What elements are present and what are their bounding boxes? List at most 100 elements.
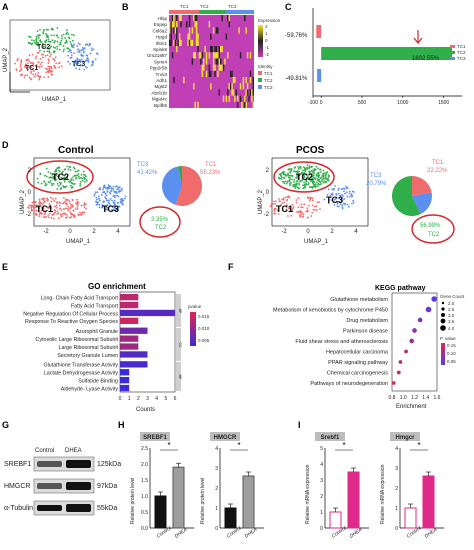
panel-a-ylabel: UMAP_2 [3, 47, 9, 72]
heatmap-cell [219, 58, 220, 64]
heatmap-cell [189, 21, 190, 27]
pcos-point-tc1 [311, 212, 313, 214]
panel-i-letter: I [298, 420, 301, 430]
kegg-xlabel: Enrichment [396, 404, 427, 410]
control-point-tc2 [47, 171, 49, 173]
heatmap-cell [220, 46, 221, 52]
umap-point-tc1 [40, 63, 42, 65]
pcos-point-tc2 [313, 174, 315, 176]
heatmap-cell [217, 71, 218, 77]
cluster-label-tc3: TC3 [72, 61, 85, 68]
umap-point-tc3 [70, 50, 72, 52]
kegg-pathway-label: Metabolism of xenobiotics by cytochrome … [273, 308, 388, 314]
control-point-tc1 [33, 213, 35, 215]
control-point-tc1 [69, 211, 71, 213]
heatmap-cell [216, 58, 217, 64]
control-point-tc1 [66, 214, 68, 216]
control-point-tc3 [98, 198, 100, 200]
umap-point-tc2 [56, 34, 58, 36]
umap-point-tc1 [38, 61, 40, 63]
heatmap-cell [197, 46, 198, 52]
panel-i-mrna-charts: Srebf1012345Relative mRNA expressionCont… [305, 432, 444, 540]
kegg-size-3: 3.0 [448, 313, 455, 318]
umap-point-tc1 [39, 66, 41, 68]
heatmap-cell [250, 89, 251, 95]
pcos-point-tc3 [347, 204, 349, 206]
umap-point-tc2 [57, 41, 59, 43]
control-point-tc3 [114, 200, 116, 202]
go-bar [120, 336, 138, 342]
panel-a-xlabel: UMAP_1 [42, 97, 67, 103]
control-point-tc3 [101, 194, 103, 196]
col-label-tc2: TC2 [200, 4, 209, 9]
pvalue-tick-1: 0.015 [198, 314, 210, 319]
control-point-tc3 [96, 199, 98, 201]
y-tick: 3 [215, 466, 218, 472]
control-point-tc1 [63, 197, 65, 199]
pcos-point-tc2 [325, 178, 327, 180]
umap-point-tc1 [45, 68, 47, 70]
significance-star: * [167, 441, 170, 450]
umap-point-tc3 [67, 55, 69, 57]
go-xtick: 5 [164, 396, 167, 402]
pcos-point-tc3 [343, 190, 345, 192]
pcos-point-tc2 [317, 185, 319, 187]
go-term-label: Negative Regulation Of Cellular Process [23, 311, 118, 317]
col-label-tc1: TC1 [180, 4, 189, 9]
go-term-label: Azurophil Granule [76, 329, 118, 335]
heatmap-cell [212, 46, 213, 52]
heatmap-cell [172, 15, 173, 21]
control-point-tc1 [58, 217, 60, 219]
control-point-tc2 [53, 183, 55, 185]
heatmap-cell [190, 40, 191, 46]
control-point-tc1 [50, 197, 52, 199]
panel-e-letter: E [2, 262, 8, 272]
c-legend-tc3: TC3 [457, 56, 466, 61]
heatmap-cell [196, 34, 197, 40]
umap-point-tc1 [35, 55, 37, 57]
heatmap-cell [210, 46, 211, 52]
heatmap-cell [231, 83, 232, 89]
umap-point-tc1 [15, 68, 17, 70]
heatmap-cell [169, 27, 170, 33]
pcos-point-tc3 [343, 198, 345, 200]
blot-band-dhea [66, 504, 91, 512]
pcos-point-tc1 [271, 204, 273, 206]
pcos-point-tc1 [310, 197, 312, 199]
pcos-point-tc1 [283, 201, 285, 203]
pcos-point-tc2 [311, 186, 313, 188]
umap-point-tc3 [97, 53, 99, 55]
heatmap-cell [195, 52, 196, 58]
pcos-umap-tc2: TC2 [296, 172, 313, 182]
umap-point-tc2 [38, 37, 40, 39]
chart-title: Hmgcr [395, 435, 415, 441]
kegg-size-4: 3.5 [448, 319, 455, 324]
control-point-tc2 [74, 183, 76, 185]
pcos-point-tc2 [297, 166, 299, 168]
umap-point-tc2 [71, 34, 73, 36]
umap-point-tc1 [37, 75, 39, 77]
heatmap-cell [237, 96, 238, 102]
gene-label: Bpifb5 [154, 103, 167, 108]
c-legend-tc2: TC2 [457, 50, 466, 55]
control-point-tc2 [78, 177, 80, 179]
heatmap-cell [197, 34, 198, 40]
pcos-point-tc1 [278, 198, 280, 200]
control-point-tc3 [108, 187, 110, 189]
umap-point-tc1 [49, 66, 51, 68]
umap-point-tc1 [32, 54, 34, 56]
pcos-point-tc2 [288, 175, 290, 177]
heatmap-cell [216, 52, 217, 58]
control-point-tc1 [75, 208, 77, 210]
heatmap-cell [193, 52, 194, 58]
control-point-tc2 [68, 168, 70, 170]
control-point-tc2 [78, 176, 80, 178]
umap-point-tc1 [21, 60, 23, 62]
pcos-point-tc2 [305, 183, 307, 185]
heatmap-cell [180, 40, 181, 46]
heatmap-cell [192, 58, 193, 64]
kegg-xtick: 1.6 [434, 395, 441, 401]
control-point-tc1 [68, 199, 70, 201]
heatmap-cell [195, 102, 196, 108]
heatmap-cell [186, 21, 187, 27]
